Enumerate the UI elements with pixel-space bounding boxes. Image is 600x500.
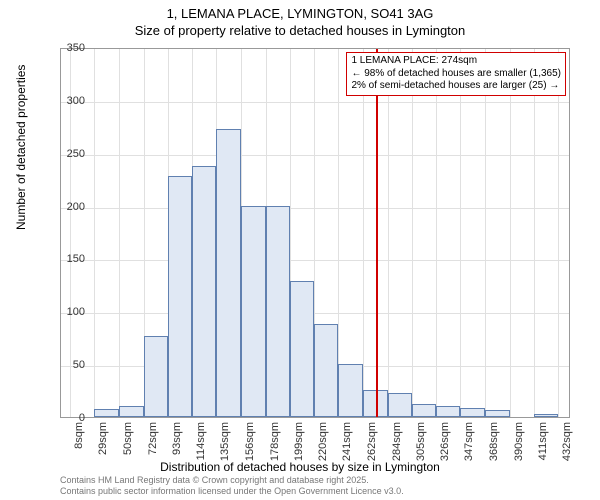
x-tick-label: 411sqm [537,422,549,460]
x-tick-label: 29sqm [97,422,109,455]
footer-line1: Contains HM Land Registry data © Crown c… [60,475,404,486]
x-tick-label: 368sqm [488,422,500,461]
histogram-bar [168,176,192,417]
x-tick-label: 262sqm [366,422,378,461]
y-tick-label: 300 [67,95,85,107]
histogram-bar [338,364,362,417]
x-tick-label: 114sqm [195,422,207,460]
annotation-box: 1 LEMANA PLACE: 274sqm ← 98% of detached… [346,52,566,96]
gridline-v [510,49,511,417]
chart-container: 1, LEMANA PLACE, LYMINGTON, SO41 3AG Siz… [0,0,600,500]
histogram-bar [363,390,388,417]
x-tick-label: 220sqm [317,422,329,461]
y-tick-label: 200 [67,201,85,213]
y-tick-label: 100 [67,306,85,318]
x-tick-label: 284sqm [391,422,403,461]
gridline-v [94,49,95,417]
gridline-v [388,49,389,417]
y-axis-label: Number of detached properties [14,65,28,230]
x-tick-label: 93sqm [171,422,183,455]
gridline-v [460,49,461,417]
annotation-line3: 2% of semi-detached houses are larger (2… [351,80,561,93]
gridline-v [485,49,486,417]
gridline-v [119,49,120,417]
histogram-bar [388,393,412,417]
histogram-bar [192,166,216,417]
plot-area [60,48,570,418]
footer-line2: Contains public sector information licen… [60,486,404,497]
x-tick-label: 326sqm [439,422,451,461]
gridline-v [363,49,364,417]
x-axis-label: Distribution of detached houses by size … [0,460,600,474]
reference-line [376,49,378,417]
gridline-v [338,49,339,417]
gridline-v [534,49,535,417]
histogram-bar [266,206,290,417]
x-tick-label: 432sqm [561,422,573,461]
histogram-bar [314,324,338,417]
gridline-v [436,49,437,417]
x-tick-label: 178sqm [269,422,281,461]
gridline-v [412,49,413,417]
histogram-bar [144,336,168,417]
x-tick-label: 72sqm [147,422,159,455]
y-tick-label: 250 [67,148,85,160]
x-tick-label: 135sqm [219,422,231,461]
histogram-bar [216,129,240,417]
annotation-line2: ← 98% of detached houses are smaller (1,… [351,68,561,81]
histogram-bar [412,404,436,417]
x-tick-label: 241sqm [341,422,353,461]
chart-subtitle: Size of property relative to detached ho… [0,23,600,40]
gridline-v [558,49,559,417]
y-tick-label: 350 [67,42,85,54]
x-tick-label: 8sqm [73,422,85,449]
x-tick-label: 305sqm [415,422,427,461]
histogram-bar [436,406,460,417]
x-tick-label: 347sqm [463,422,475,461]
plot-wrap: 1 LEMANA PLACE: 274sqm ← 98% of detached… [60,48,570,418]
y-tick-label: 150 [67,253,85,265]
histogram-bar [460,408,484,418]
chart-title: 1, LEMANA PLACE, LYMINGTON, SO41 3AG [0,0,600,23]
x-tick-label: 199sqm [293,422,305,461]
histogram-bar [534,414,558,417]
histogram-bar [94,409,118,417]
x-tick-label: 156sqm [244,422,256,461]
histogram-bar [241,206,266,417]
footer-attribution: Contains HM Land Registry data © Crown c… [60,475,404,497]
x-tick-label: 390sqm [513,422,525,461]
x-tick-label: 50sqm [122,422,134,455]
histogram-bar [119,406,144,417]
histogram-bar [290,281,314,417]
histogram-bar [485,410,510,417]
y-tick-label: 50 [73,359,85,371]
annotation-line1: 1 LEMANA PLACE: 274sqm [351,55,561,68]
